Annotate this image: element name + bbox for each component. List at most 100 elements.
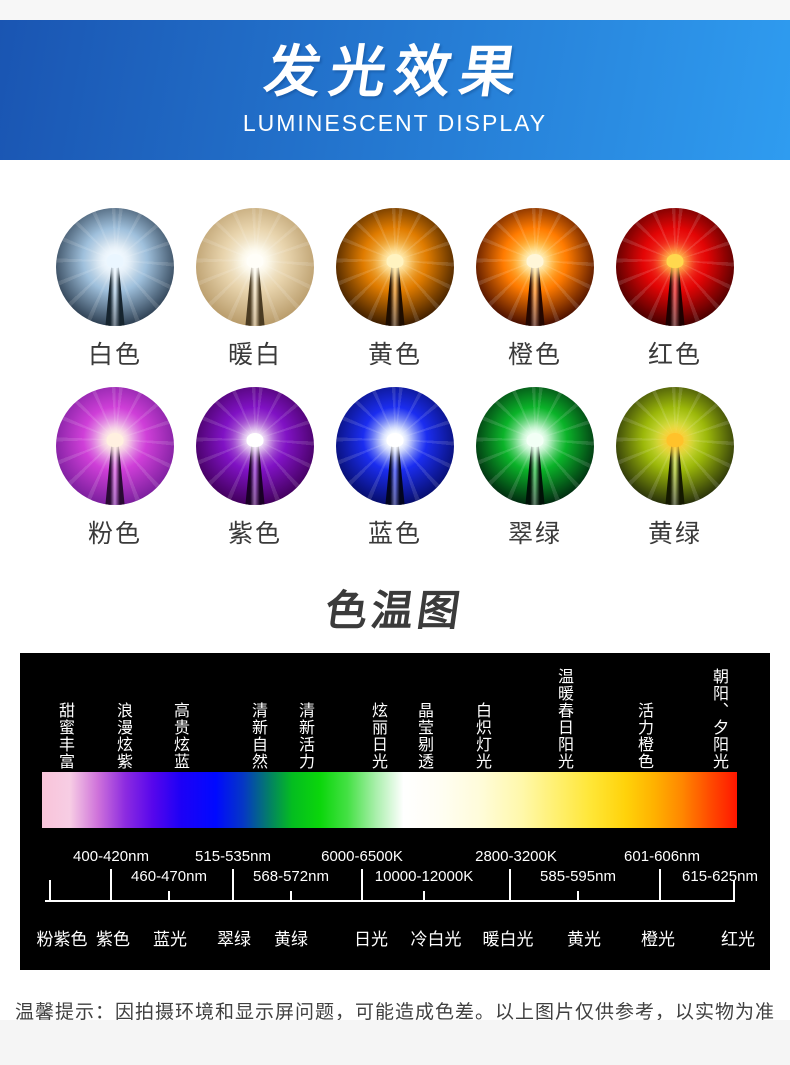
led-item: 暖白: [196, 208, 314, 371]
tweezers-stem: [385, 262, 405, 326]
led-photo-circle: [56, 208, 174, 326]
led-item: 橙色: [476, 208, 594, 371]
led-dome: [386, 432, 404, 447]
light-color-label: 黄光: [567, 930, 601, 949]
wavelength-label-row1: 6000-6500K: [321, 848, 403, 865]
tweezers-stem: [245, 262, 265, 326]
wavelength-label-row2: 568-572nm: [253, 868, 329, 885]
led-color-label: 暖白: [227, 341, 282, 369]
mood-label-vertical: 活力橙色: [635, 702, 652, 770]
led-item: 蓝色: [336, 387, 454, 550]
light-color-label: 粉紫色: [36, 930, 88, 949]
scale-baseline: [45, 900, 735, 902]
scale-tick-tall: [659, 869, 661, 902]
mood-label-vertical: 温暖春日阳光: [555, 668, 572, 770]
tweezers-stem: [105, 262, 125, 326]
wavelength-label-row2: 585-595nm: [540, 868, 616, 885]
led-color-label: 紫色: [227, 520, 282, 548]
led-photo-circle: [616, 387, 734, 505]
led-dome: [106, 432, 124, 447]
mood-label-vertical: 清新自然: [249, 702, 266, 770]
led-item: 黄绿: [616, 387, 734, 550]
wavelength-label-row1: 2800-3200K: [475, 848, 557, 865]
color-temperature-chart-title: 色温图: [322, 587, 467, 634]
wavelength-label-row1: 400-420nm: [73, 848, 149, 865]
scale-tick-short: [290, 891, 292, 902]
led-color-label: 白色: [87, 341, 142, 369]
scale-tick-short: [423, 891, 425, 902]
led-photo-circle: [196, 387, 314, 505]
light-color-label: 橙光: [641, 930, 675, 949]
led-dome: [526, 253, 544, 268]
wavelength-label-row2: 10000-12000K: [374, 868, 474, 885]
led-color-label: 红色: [647, 341, 702, 369]
led-item: 黄色: [336, 208, 454, 371]
light-color-label: 黄绿: [274, 930, 308, 949]
light-color-label: 红光: [721, 930, 755, 949]
scale-tick-tall: [232, 869, 234, 902]
light-color-label: 翠绿: [217, 930, 251, 949]
tweezers-stem: [665, 262, 685, 326]
led-photo-circle: [476, 208, 594, 326]
led-photo-circle: [336, 208, 454, 326]
led-item: 红色: [616, 208, 734, 371]
led-color-label: 黄色: [367, 341, 422, 369]
scale-tick-end: [733, 880, 735, 902]
led-color-label: 翠绿: [507, 520, 562, 548]
led-item: 翠绿: [476, 387, 594, 550]
mood-label-vertical: 浪漫炫紫: [114, 702, 131, 770]
led-item: 白色: [56, 208, 174, 371]
led-photo-circle: [56, 387, 174, 505]
page-title: 发光效果: [260, 39, 530, 103]
tweezers-stem: [245, 441, 265, 505]
wavelength-label-row2: 460-470nm: [131, 868, 207, 885]
scale-tick-tall: [110, 869, 112, 902]
led-color-grid: 白色 暖白 黄色 橙色 红色 粉色 紫色 蓝色 翠绿 黄绿: [0, 160, 790, 550]
led-row-2: 粉色 紫色 蓝色 翠绿 黄绿: [0, 387, 790, 550]
color-temperature-chart-panel: 甜蜜丰富 浪漫炫紫 高贵炫蓝 清新自然 清新活力 炫丽日光 晶莹剔透 白炽灯光 温暖春日阳光 活力…: [20, 653, 770, 970]
mood-label-vertical: 高贵炫蓝: [171, 702, 188, 770]
led-dome: [526, 432, 544, 447]
led-dome: [666, 432, 684, 447]
scale-tick-short: [577, 891, 579, 902]
footer-strip: [0, 1020, 790, 1065]
mood-label-vertical: 晶莹剔透: [415, 702, 432, 770]
led-item: 紫色: [196, 387, 314, 550]
led-dome: [386, 253, 404, 268]
mood-label-vertical: 白炽灯光: [473, 702, 490, 770]
tweezers-stem: [385, 441, 405, 505]
led-photo-circle: [476, 387, 594, 505]
light-color-label: 日光: [354, 930, 388, 949]
tweezers-stem: [525, 262, 545, 326]
mood-label-vertical: 朝阳、夕阳光: [710, 668, 727, 770]
led-color-label: 蓝色: [367, 520, 422, 548]
header-banner: 发光效果 LUMINESCENT DISPLAY: [0, 20, 790, 160]
led-item: 粉色: [56, 387, 174, 550]
tweezers-stem: [105, 441, 125, 505]
light-color-label: 蓝光: [153, 930, 187, 949]
wavelength-label-row2: 615-625nm: [682, 868, 758, 885]
scale-tick-tall: [509, 869, 511, 902]
led-dome: [106, 253, 124, 268]
led-photo-circle: [336, 387, 454, 505]
wavelength-label-row1: 601-606nm: [624, 848, 700, 865]
led-dome: [246, 253, 264, 268]
light-color-label: 冷白光: [410, 930, 462, 949]
tweezers-stem: [525, 441, 545, 505]
led-photo-circle: [616, 208, 734, 326]
scale-tick-end: [49, 880, 51, 902]
notice-text: 温馨提示：因拍摄环境和显示屏问题，可能造成色差。以上图片仅供参考，以实物为准: [14, 1002, 775, 1023]
mood-label-vertical: 甜蜜丰富: [56, 702, 73, 770]
light-color-label: 紫色: [96, 930, 130, 949]
page-subtitle: LUMINESCENT DISPLAY: [242, 110, 548, 137]
mood-label-vertical: 炫丽日光: [369, 702, 386, 770]
tweezers-stem: [665, 441, 685, 505]
wavelength-label-row1: 515-535nm: [195, 848, 271, 865]
light-color-label: 暖白光: [482, 930, 534, 949]
top-strip: [0, 0, 790, 20]
led-color-label: 黄绿: [647, 520, 702, 548]
scale-tick-short: [168, 891, 170, 902]
led-color-label: 粉色: [87, 520, 142, 548]
led-photo-circle: [196, 208, 314, 326]
